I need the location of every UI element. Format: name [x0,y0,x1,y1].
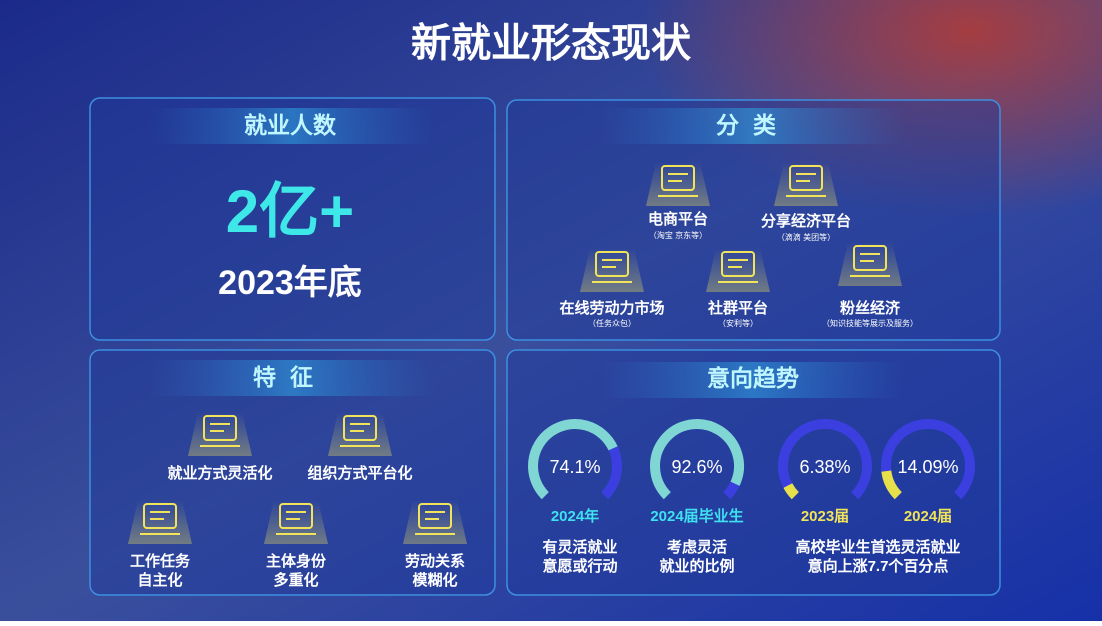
panel [506,349,1001,596]
employment-caption: 2023年底 [218,264,362,302]
category-label: 在线劳动力市场 [559,299,664,317]
icon [343,415,377,441]
panel-header [600,362,905,398]
category-label: 分享经济平台 [761,212,851,230]
category-label: 社群平台 [707,299,768,317]
icon-glow [774,162,838,206]
panel-heading: 意向趋势 [707,365,799,391]
feature-label: 多重化 [273,571,318,589]
gauge-label: 6.38% [799,457,850,477]
employment-value: 2亿+ [226,178,354,245]
icon-glow [646,162,710,206]
gauge-year: 2024届毕业生 [650,507,743,525]
gauge-year: 2024年 [551,507,599,525]
trend-note: 意愿或行动 [542,557,617,575]
icon [721,251,755,277]
icon-glow [580,248,644,292]
feature-label: 工作任务 [130,552,191,570]
panel-heading: 就业人数 [244,112,337,138]
category-label: 电商平台 [648,210,708,228]
icon [143,503,177,529]
gauge-year: 2023届 [801,508,849,525]
panel-header [150,360,435,396]
icon [279,503,313,529]
panel [89,97,496,341]
icon [853,245,887,271]
gauge-arc [528,419,618,500]
panel-header [150,108,435,144]
icon-glow [188,412,252,456]
icon [661,165,695,191]
icon-glow [264,500,328,544]
feature-label: 就业方式灵活化 [167,464,272,482]
gauge-arc [881,470,903,500]
trend-note: 考虑灵活 [667,538,727,556]
feature-label: 自主化 [137,571,182,589]
icon-glow [328,412,392,456]
feature-label: 组织方式平台化 [307,464,412,482]
feature-label: 主体身份 [266,552,327,570]
gauge-label: 14.09% [897,457,958,477]
gauge-track [881,419,975,500]
icon-glow [838,242,902,286]
trend-note: 意向上涨7.7个百分点 [808,557,949,575]
icon-glow [128,500,192,544]
gauge-year: 2024届 [904,508,952,525]
gauge-track [778,419,872,500]
category-note: （任务众包） [588,318,636,328]
gauge-arc [783,483,799,500]
icon [203,415,237,441]
category-label: 粉丝经济 [840,299,901,317]
panel [89,349,496,596]
trend-note: 高校毕业生首选灵活就业 [795,538,960,556]
icon [789,165,823,191]
icon-glow [706,248,770,292]
gauge-label: 92.6% [671,457,722,477]
trend-note: 有灵活就业 [542,538,617,556]
category-note: （滴滴 美团等） [777,232,835,242]
icon-glow [403,500,467,544]
gauge-label: 74.1% [549,457,600,477]
icon [595,251,629,277]
panel-header [600,108,905,144]
trend-note: 就业的比例 [659,557,734,575]
panel-heading: 分类 [716,112,790,138]
icon [418,503,452,529]
category-note: （知识技能等展示及服务） [822,318,918,328]
gauge-arc [650,419,744,500]
feature-label: 模糊化 [412,571,457,589]
feature-label: 劳动关系 [405,552,465,570]
category-note: （淘宝 京东等） [649,230,707,240]
panel-heading: 特征 [253,364,327,390]
category-note: （安利等） [718,318,758,328]
page-title: 新就业形态现状 [411,22,692,66]
